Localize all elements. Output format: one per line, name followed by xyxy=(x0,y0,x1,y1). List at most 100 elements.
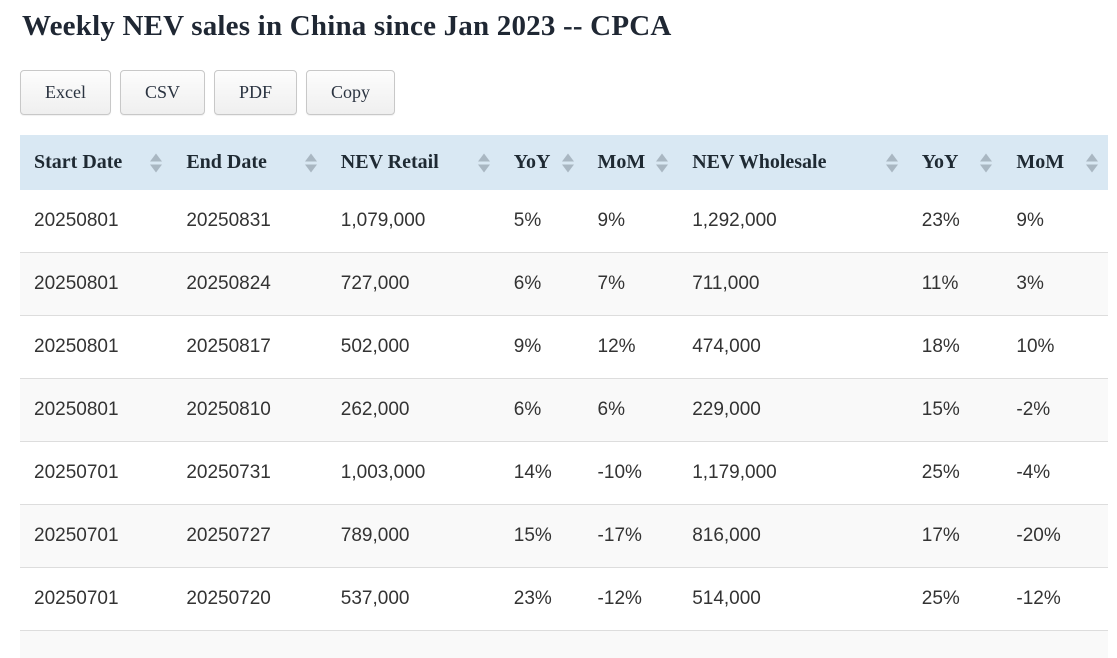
table-cell: 727,000 xyxy=(326,252,500,316)
sort-icon[interactable] xyxy=(1086,153,1098,172)
table-cell: 15% xyxy=(907,378,1003,442)
column-header-label: End Date xyxy=(186,151,267,173)
table-cell: 12% xyxy=(583,315,679,379)
column-header-retail-mom[interactable]: MoM xyxy=(583,135,679,190)
table-cell: 20250801 xyxy=(34,210,119,231)
table-cell: 20250810 xyxy=(172,378,327,442)
table-cell: 7% xyxy=(583,252,679,316)
table-cell: 23% xyxy=(499,567,584,631)
column-header-label: YoY xyxy=(921,151,959,173)
table-cell: 11% xyxy=(907,252,1003,316)
sort-icon[interactable] xyxy=(561,153,574,172)
table-cell: 262,000 xyxy=(326,378,500,442)
column-header-label: YoY xyxy=(513,151,551,173)
table-cell: 20250727 xyxy=(172,504,327,568)
table-cell: 18% xyxy=(907,315,1003,379)
table-cell: 9% xyxy=(1016,210,1044,231)
table-cell: 514,000 xyxy=(678,567,908,631)
table-cell xyxy=(1002,630,1108,658)
table-cell: 20250701 xyxy=(20,504,173,568)
page-title: Weekly NEV sales in China since Jan 2023… xyxy=(22,10,672,42)
page: Weekly NEV sales in China since Jan 2023… xyxy=(0,8,1117,658)
table-row: 20250701 20250727 789,000 15% -17% 816,000 17%… xyxy=(20,504,1108,568)
table-cell: 15% xyxy=(499,504,584,568)
table-cell: 502,000 xyxy=(326,315,500,379)
table-cell: 5% xyxy=(513,210,542,231)
table-cell: 10% xyxy=(1002,315,1108,379)
table-cell: -12% xyxy=(583,567,679,631)
table-cell: -12% xyxy=(1002,567,1108,631)
sort-icon[interactable] xyxy=(885,153,898,172)
table-cell: 20250817 xyxy=(172,315,327,379)
table-cell: 1,079,000 xyxy=(340,210,426,231)
table-cell: 6% xyxy=(499,378,584,442)
table-row: 20250801 20250831 1,079,000 5% 9% 1,292,000 23… xyxy=(20,190,1108,253)
table-header-row: Start Date End Date NEV Retail YoY MoM xyxy=(20,135,1108,190)
table-cell: -10% xyxy=(583,441,679,505)
table-cell: 1,003,000 xyxy=(326,441,500,505)
column-header-label: NEV Retail xyxy=(340,151,439,173)
table-cell xyxy=(907,630,1003,658)
table-cell: 3% xyxy=(1002,252,1108,316)
column-header-label: Start Date xyxy=(34,151,123,173)
table-cell xyxy=(172,630,327,658)
table-cell xyxy=(20,630,173,658)
table-row: 20250801 20250817 502,000 9% 12% 474,000 18% 10… xyxy=(20,315,1108,379)
nev-sales-table: Start Date End Date NEV Retail YoY MoM xyxy=(20,135,1108,658)
column-header-nev-retail[interactable]: NEV Retail xyxy=(326,135,500,190)
column-header-wholesale-mom[interactable]: MoM xyxy=(1002,135,1108,190)
table-row: 20250701 20250731 1,003,000 14% -10% 1,179,00… xyxy=(20,441,1108,505)
table-cell: -17% xyxy=(583,504,679,568)
table-cell: -4% xyxy=(1002,441,1108,505)
export-toolbar: Excel CSV PDF Copy xyxy=(20,70,1108,115)
table-cell: 20250824 xyxy=(172,252,327,316)
table-row-partial xyxy=(20,630,1108,658)
column-header-start-date[interactable]: Start Date xyxy=(20,135,173,190)
table-cell: 9% xyxy=(597,210,626,231)
table-cell: 789,000 xyxy=(326,504,500,568)
table-cell: 20250720 xyxy=(172,567,327,631)
table-cell xyxy=(678,630,908,658)
table-cell: 20250801 xyxy=(20,252,173,316)
csv-button[interactable]: CSV xyxy=(119,70,205,115)
table-cell: 9% xyxy=(499,315,584,379)
column-header-retail-yoy[interactable]: YoY xyxy=(499,135,584,190)
table-body: 20250801 20250831 1,079,000 5% 9% 1,292,000 23… xyxy=(20,190,1108,658)
table-cell xyxy=(499,630,584,658)
table-cell: 474,000 xyxy=(678,315,908,379)
column-header-end-date[interactable]: End Date xyxy=(172,135,327,190)
table-cell: 20250801 xyxy=(20,378,173,442)
table-cell: 25% xyxy=(907,567,1003,631)
table-cell: 20250701 xyxy=(20,441,173,505)
table-cell: 1,179,000 xyxy=(678,441,908,505)
column-header-label: MoM xyxy=(1016,151,1065,173)
table-cell: 14% xyxy=(499,441,584,505)
column-header-nev-wholesale[interactable]: NEV Wholesale xyxy=(678,135,908,190)
table-cell: 816,000 xyxy=(678,504,908,568)
sort-icon[interactable] xyxy=(477,153,490,172)
pdf-button[interactable]: PDF xyxy=(214,70,298,115)
sort-icon[interactable] xyxy=(150,153,163,172)
table-cell: 6% xyxy=(499,252,584,316)
table-cell: -20% xyxy=(1002,504,1108,568)
sort-icon[interactable] xyxy=(304,153,317,172)
copy-button[interactable]: Copy xyxy=(306,70,396,115)
table-cell: 537,000 xyxy=(326,567,500,631)
column-header-label: NEV Wholesale xyxy=(692,151,827,173)
column-header-wholesale-yoy[interactable]: YoY xyxy=(907,135,1003,190)
table-row: 20250801 20250810 262,000 6% 6% 229,000 15% -2% xyxy=(20,378,1108,442)
table-cell: 20250831 xyxy=(186,210,271,231)
table-cell: 23% xyxy=(921,210,960,231)
table-cell: 25% xyxy=(907,441,1003,505)
table-row: 20250701 20250720 537,000 23% -12% 514,000 25%… xyxy=(20,567,1108,631)
table-cell: 20250801 xyxy=(20,315,173,379)
table-cell xyxy=(326,630,500,658)
sort-icon[interactable] xyxy=(980,153,993,172)
table-row: 20250801 20250824 727,000 6% 7% 711,000 11% 3% xyxy=(20,252,1108,316)
table-cell: -2% xyxy=(1002,378,1108,442)
table-cell: 17% xyxy=(907,504,1003,568)
excel-button[interactable]: Excel xyxy=(20,70,111,115)
table-cell: 20250701 xyxy=(20,567,173,631)
table-cell: 6% xyxy=(583,378,679,442)
sort-icon[interactable] xyxy=(656,153,669,172)
